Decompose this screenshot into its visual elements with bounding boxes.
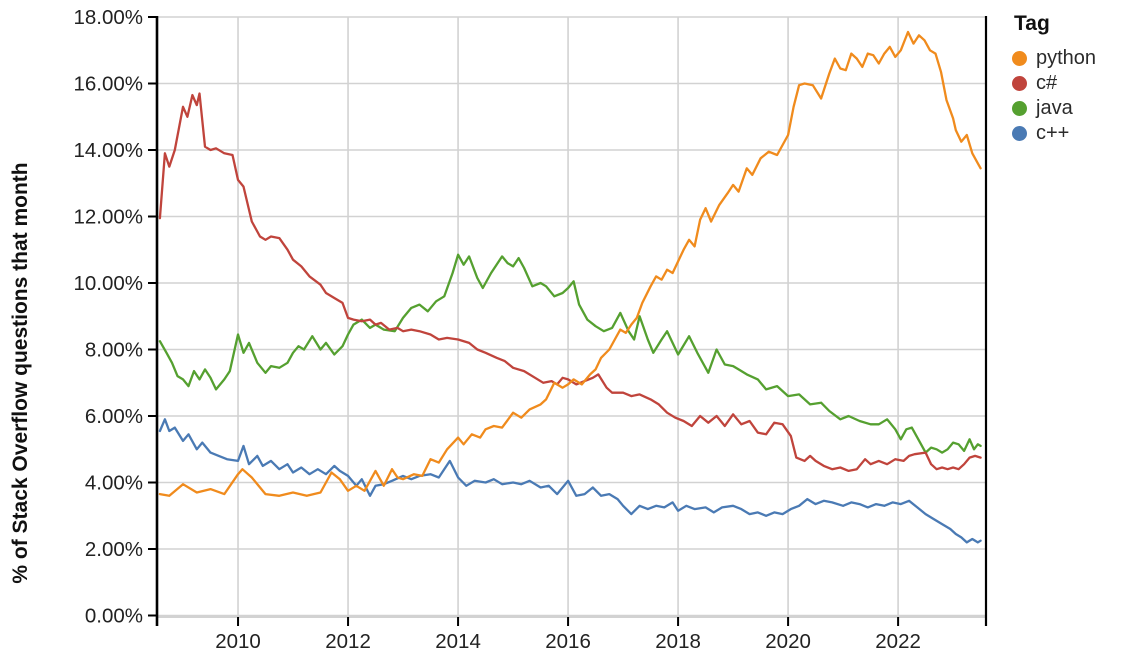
y-tick-label: 16.00%	[73, 73, 143, 96]
legend-item-cpp[interactable]: c++	[1010, 121, 1124, 146]
csharp-series-dot-icon	[1012, 76, 1027, 91]
java-series-dot-icon	[1012, 101, 1027, 116]
series-line-java[interactable]	[158, 253, 982, 454]
x-tick-label: 2014	[435, 630, 481, 653]
y-tick-label: 0.00%	[85, 605, 143, 628]
python-series-dot-icon	[1012, 51, 1027, 66]
legend-item-python[interactable]: python	[1010, 46, 1124, 71]
legend-label: c++	[1036, 122, 1070, 144]
y-axis-title: % of Stack Overflow questions that month	[9, 162, 32, 584]
y-tick-label: 14.00%	[73, 139, 143, 162]
y-tick-label: 6.00%	[85, 405, 143, 428]
x-tick-label: 2016	[545, 630, 591, 653]
legend-label: python	[1036, 47, 1097, 69]
series-line-c++[interactable]	[158, 418, 982, 544]
y-tick-label: 18.00%	[73, 6, 143, 29]
legend-label: c#	[1036, 72, 1058, 94]
legend-item-csharp[interactable]: c#	[1010, 71, 1124, 96]
legend-label: java	[1036, 97, 1073, 119]
legend-item-java[interactable]: java	[1010, 96, 1124, 121]
legend-title: Tag	[1014, 12, 1050, 35]
cpp-series-dot-icon	[1012, 126, 1027, 141]
y-tick-label: 10.00%	[73, 272, 143, 295]
y-tick-label: 2.00%	[85, 538, 143, 561]
y-tick-label: 4.00%	[85, 472, 143, 495]
x-tick-label: 2010	[215, 630, 261, 653]
x-tick-label: 2020	[765, 630, 811, 653]
legend: Tag python c# java c++	[1010, 12, 1124, 146]
series-line-python[interactable]	[158, 30, 982, 497]
x-tick-label: 2018	[655, 630, 701, 653]
x-tick-label: 2022	[875, 630, 921, 653]
series-line-c#[interactable]	[158, 92, 982, 473]
y-tick-label: 8.00%	[85, 339, 143, 362]
x-tick-label: 2012	[325, 630, 371, 653]
y-tick-label: 12.00%	[73, 206, 143, 229]
